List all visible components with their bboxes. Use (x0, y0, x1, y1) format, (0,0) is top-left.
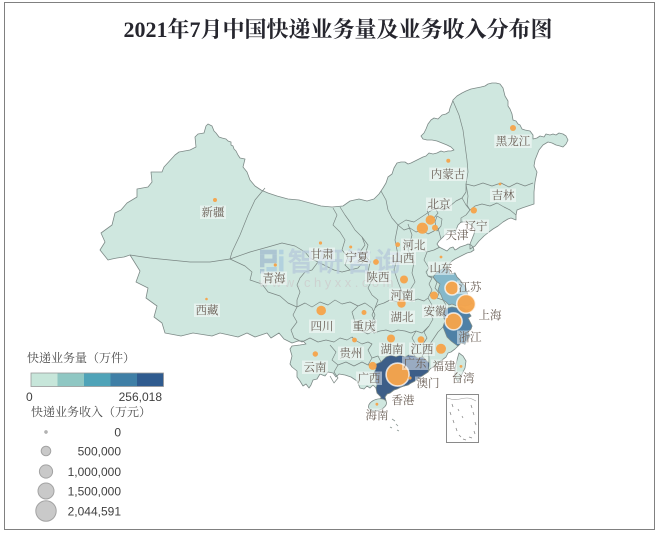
svg-text:2,044,591: 2,044,591 (68, 505, 122, 519)
svg-text:浙江: 浙江 (459, 330, 482, 344)
svg-text:0: 0 (26, 390, 33, 404)
svg-text:辽宁: 辽宁 (465, 220, 488, 233)
svg-text:江苏: 江苏 (459, 280, 482, 294)
svg-text:山西: 山西 (392, 252, 415, 265)
svg-text:上海: 上海 (479, 308, 502, 322)
svg-text:湖南: 湖南 (381, 342, 404, 356)
svg-text:青海: 青海 (263, 271, 286, 285)
svg-text:陕西: 陕西 (367, 270, 390, 284)
svg-text:0: 0 (114, 426, 121, 440)
svg-text:256,018: 256,018 (119, 390, 163, 404)
svg-text:2021年7月中国快递业务量及业务收入分布图: 2021年7月中国快递业务量及业务收入分布图 (123, 17, 552, 42)
svg-text:内蒙古: 内蒙古 (431, 167, 466, 181)
svg-text:黑龙江: 黑龙江 (496, 134, 531, 148)
svg-text:河北: 河北 (403, 239, 426, 252)
svg-text:广西: 广西 (358, 371, 381, 385)
svg-text:快递业务收入（万元）: 快递业务收入（万元） (31, 404, 151, 419)
svg-text:500,000: 500,000 (78, 445, 122, 459)
svg-text:甘肃: 甘肃 (311, 247, 334, 261)
svg-text:湖北: 湖北 (391, 310, 414, 324)
svg-text:安徽: 安徽 (424, 304, 447, 318)
svg-text:1,500,000: 1,500,000 (68, 485, 122, 499)
svg-text:重庆: 重庆 (353, 319, 376, 333)
svg-text:广东: 广东 (404, 356, 427, 370)
svg-text:河南: 河南 (391, 289, 414, 302)
svg-text:云南: 云南 (304, 361, 327, 374)
svg-text:新疆: 新疆 (202, 206, 225, 219)
svg-text:江西: 江西 (411, 343, 434, 356)
svg-text:台湾: 台湾 (452, 371, 475, 385)
svg-text:海南: 海南 (366, 408, 389, 422)
svg-text:智研咨询: 智研咨询 (288, 247, 404, 277)
svg-text:北京: 北京 (428, 197, 451, 211)
svg-text:西藏: 西藏 (196, 303, 219, 317)
svg-text:四川: 四川 (311, 320, 334, 333)
svg-text:贵州: 贵州 (340, 346, 363, 360)
svg-text:1,000,000: 1,000,000 (68, 465, 122, 479)
svg-text:www.chyxx.com: www.chyxx.com (258, 275, 397, 290)
svg-text:天津: 天津 (446, 228, 469, 242)
svg-text:吉林: 吉林 (492, 188, 515, 202)
svg-text:宁夏: 宁夏 (346, 251, 369, 264)
svg-text:香港: 香港 (392, 393, 415, 407)
svg-text:山东: 山东 (430, 262, 453, 275)
svg-text:快递业务量（万件）: 快递业务量（万件） (27, 350, 135, 365)
svg-text:澳门: 澳门 (417, 376, 440, 390)
svg-text:福建: 福建 (433, 359, 456, 373)
